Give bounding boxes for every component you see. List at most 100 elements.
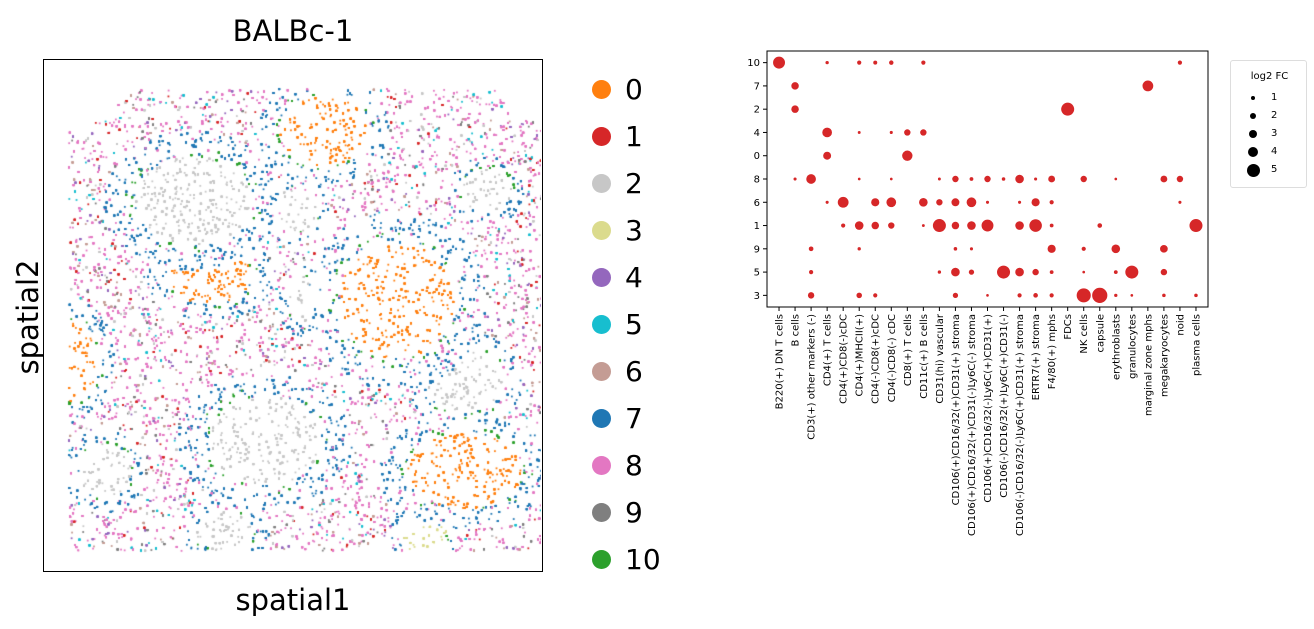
dot-point xyxy=(889,130,893,135)
legend-marker-10 xyxy=(592,550,611,569)
dot-point xyxy=(951,198,960,207)
dot-point xyxy=(985,200,990,204)
size-legend-marker xyxy=(1245,88,1261,107)
legend-marker-2 xyxy=(592,174,611,193)
size-legend-marker xyxy=(1245,124,1261,143)
x-tick-label: B220(+) DN T cells xyxy=(775,314,786,409)
dot-point xyxy=(1178,200,1182,204)
legend-label-3: 3 xyxy=(625,213,643,247)
dot-point xyxy=(1049,200,1054,205)
dot-point xyxy=(841,223,846,228)
dot-point xyxy=(1047,244,1056,253)
dot-point xyxy=(886,197,897,208)
dot-point xyxy=(902,150,913,161)
dot-point xyxy=(966,197,977,208)
dot-point xyxy=(857,131,861,134)
x-tick-label: CD4(-)CD8(-) cDC xyxy=(887,314,898,402)
dot-point xyxy=(1162,293,1166,298)
legend-label-9: 9 xyxy=(625,495,643,529)
dot-point xyxy=(1049,293,1054,298)
x-tick-label: noid xyxy=(1175,314,1186,336)
dot-point xyxy=(1189,219,1203,233)
y-tick-label: 6 xyxy=(754,198,760,209)
dot-point xyxy=(1194,293,1198,298)
dot-point xyxy=(1160,268,1168,276)
size-legend-item: 2 xyxy=(1245,107,1277,123)
legend-item-1: 1 xyxy=(592,113,661,160)
legend-label-10: 10 xyxy=(625,542,661,576)
dot-point xyxy=(921,60,926,65)
dot-point xyxy=(1111,244,1121,254)
legend-item-6: 6 xyxy=(592,348,661,395)
size-legend-label: 2 xyxy=(1271,109,1278,121)
dot-point xyxy=(806,174,816,184)
dot-point xyxy=(1032,268,1039,276)
dot-point xyxy=(1125,265,1139,279)
dot-point xyxy=(1049,223,1054,228)
legend-marker-3 xyxy=(592,221,611,240)
x-tick-label: CD3(+) other markers (-) xyxy=(807,314,818,440)
x-tick-label: CD106(-)CD16/32(-)Ly6C(+)CD31(+) stroma xyxy=(1015,314,1026,536)
dot-point xyxy=(936,199,943,206)
cluster-legend: 0 1 2 3 4 5 6 7 8 9 10 xyxy=(592,66,661,583)
dot-point xyxy=(793,177,797,181)
size-legend-item: 4 xyxy=(1245,143,1277,159)
dot-point xyxy=(1033,293,1038,298)
dot-point xyxy=(1142,80,1154,92)
legend-item-5: 5 xyxy=(592,301,661,348)
legend-marker-1 xyxy=(592,127,611,146)
y-tick-label: 2 xyxy=(754,105,760,116)
legend-item-4: 4 xyxy=(592,254,661,301)
dot-point xyxy=(809,269,814,275)
legend-marker-8 xyxy=(592,456,611,475)
x-tick-label: CD4(-)CD8(+)cDC xyxy=(871,314,882,404)
dot-point xyxy=(873,60,878,65)
legend-marker-9 xyxy=(592,503,611,522)
dot-point xyxy=(920,129,927,136)
size-legend-marker xyxy=(1245,160,1261,179)
size-legend-dot xyxy=(1250,95,1256,101)
dot-point xyxy=(773,56,785,69)
dot-point xyxy=(825,60,829,65)
legend-item-10: 10 xyxy=(592,536,661,583)
dot-point xyxy=(857,247,861,251)
dot-point xyxy=(857,60,862,65)
dot-point xyxy=(1015,267,1024,277)
x-tick-label: FDCs xyxy=(1063,314,1074,340)
size-legend-marker xyxy=(1245,142,1261,161)
dot-point xyxy=(889,60,894,65)
legend-label-0: 0 xyxy=(625,72,643,106)
dot-point xyxy=(1001,177,1006,181)
x-tick-label: CD4(+)MHCII(+) xyxy=(855,314,866,397)
dot-point xyxy=(1018,200,1022,204)
y-tick-label: 4 xyxy=(754,128,760,139)
size-legend-dot xyxy=(1246,163,1260,177)
spatial-scatter-canvas xyxy=(44,60,541,570)
dot-point xyxy=(791,105,799,113)
x-tick-label: capsule xyxy=(1095,314,1106,352)
dot-point xyxy=(1017,293,1022,298)
x-tick-label: CD11c(+) B cells xyxy=(919,314,930,399)
legend-label-2: 2 xyxy=(625,166,643,200)
size-legend: log2 FC 1 2 3 4 5 xyxy=(1230,60,1307,188)
x-tick-label: erythroblasts xyxy=(1111,314,1122,380)
dot-point xyxy=(921,224,925,227)
y-tick-label: 0 xyxy=(754,151,760,162)
dot-point xyxy=(1176,175,1184,183)
dot-point xyxy=(823,151,832,160)
legend-label-5: 5 xyxy=(625,307,643,341)
dot-point xyxy=(953,247,958,251)
size-legend-dot xyxy=(1247,146,1259,158)
x-tick-label: ERTR7(+) stroma xyxy=(1031,314,1042,400)
dot-point xyxy=(889,177,893,181)
dot-point xyxy=(981,219,994,232)
legend-marker-4 xyxy=(592,268,611,287)
size-legend-label: 3 xyxy=(1271,127,1278,139)
dot-point xyxy=(1049,270,1054,274)
spatial-y-axis-label: spatial2 xyxy=(11,259,45,375)
dot-point xyxy=(1114,293,1118,298)
dot-point xyxy=(967,221,976,230)
x-tick-label: CD31(hi) vascular xyxy=(935,313,946,404)
legend-label-6: 6 xyxy=(625,354,643,388)
y-tick-label: 9 xyxy=(754,244,760,255)
